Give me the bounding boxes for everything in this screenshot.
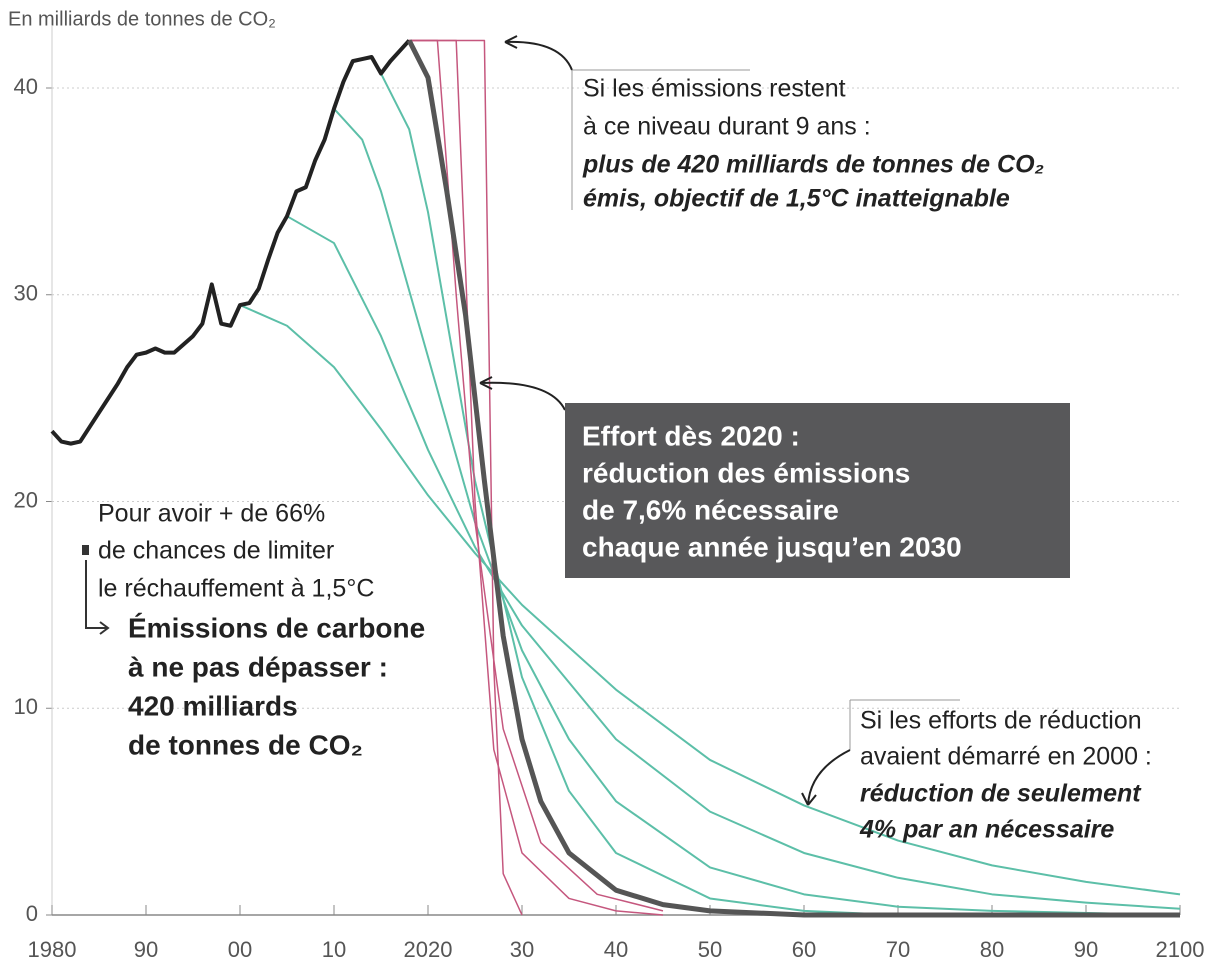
annotation: de chances de limiter: [98, 537, 334, 565]
marker: [82, 545, 89, 555]
x-tick-label: 50: [698, 937, 722, 962]
y-tick-label: 10: [14, 694, 38, 719]
x-tick-label: 2020: [404, 937, 453, 962]
arrow: [479, 376, 566, 411]
annotation: émis, objectif de 1,5°C inatteignable: [583, 185, 1010, 213]
annotation: 420 milliards: [128, 690, 298, 721]
x-tick-label: 80: [980, 937, 1004, 962]
annotation: plus de 420 milliards de tonnes de CO₂: [582, 151, 1044, 179]
annotations: Si les émissions restent à ce niveau dur…: [82, 35, 1152, 844]
annotation: de tonnes de CO₂: [128, 729, 363, 760]
series-line: [239, 304, 1181, 896]
x-tick-label: 1980: [28, 937, 77, 962]
annotation: Si les efforts de réduction: [860, 707, 1142, 735]
annotation: Si les émissions restent: [583, 75, 846, 103]
x-tick-label: 90: [1074, 937, 1098, 962]
series-line: [409, 39, 523, 916]
annotation: de 7,6% nécessaire: [582, 494, 839, 525]
series-line: [409, 39, 664, 912]
series-line: [286, 215, 1181, 910]
bracket: [849, 699, 960, 750]
x-tick-label: 00: [228, 937, 252, 962]
y-tick-label: 20: [14, 487, 38, 512]
annotation: Émissions de carbone: [128, 612, 425, 643]
x-tick-label: 70: [886, 937, 910, 962]
bracket: [571, 69, 750, 210]
annotation: le réchauffement à 1,5°C: [98, 575, 374, 603]
arrow: [504, 35, 573, 71]
x-tick-label: 90: [134, 937, 158, 962]
annotation: 4% par an nécessaire: [859, 816, 1114, 844]
x-tick-label: 2100: [1156, 937, 1205, 962]
axis-label: En milliards de tonnes de CO₂: [8, 8, 276, 30]
y-tick-label: 0: [26, 901, 38, 926]
series-line: [406, 39, 1180, 918]
annotation: à ne pas dépasser :: [128, 651, 388, 682]
x-tick-label: 60: [792, 937, 816, 962]
annotation: à ce niveau durant 9 ans :: [583, 113, 871, 141]
series-line: [333, 108, 1181, 916]
arrow: [85, 560, 110, 635]
arrow: [801, 749, 851, 806]
annotation: réduction de seulement: [860, 780, 1142, 808]
x-tick-label: 40: [604, 937, 628, 962]
x-tick-label: 30: [510, 937, 534, 962]
x-tick-label: 10: [322, 937, 346, 962]
series-line: [409, 39, 664, 916]
series-line: [380, 73, 899, 916]
y-tick-label: 30: [14, 281, 38, 306]
callout-box: [565, 403, 1070, 578]
annotation: réduction des émissions: [582, 457, 910, 488]
annotation: chaque année jusqu’en 2030: [582, 531, 962, 562]
series-line: [50, 39, 411, 446]
annotation: avaient démarré en 2000 :: [860, 743, 1152, 771]
y-tick-label: 40: [14, 74, 38, 99]
annotation: Effort dès 2020 :: [582, 420, 800, 451]
annotation: Pour avoir + de 66%: [98, 500, 325, 528]
